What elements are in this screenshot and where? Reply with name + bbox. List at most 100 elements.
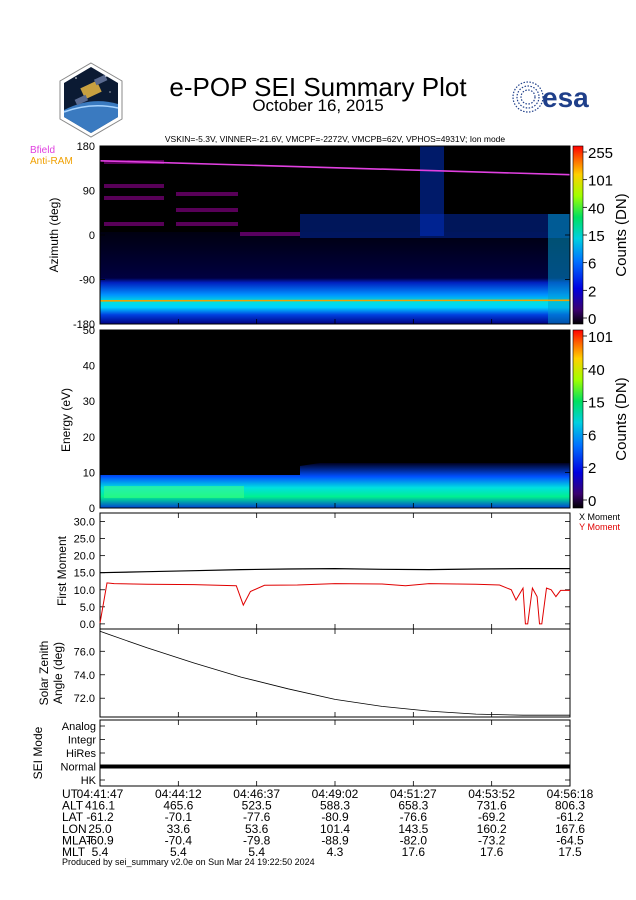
first-moment-y-tick-label: 30.0 [74,517,95,529]
x-moment-line [99,567,570,574]
table-cell: 658.3 [398,799,428,813]
first-moment-y-tick-label: 15.0 [74,568,95,580]
table-row-label: ALT [62,799,84,813]
table-cell: 33.6 [167,822,191,836]
ephemeris-table: UTALTLATLONMLATMLT04:41:47416.1-61.225.0… [62,787,594,859]
solar-zenith-y-ticks: 76.0 74.0 72.0 [74,646,570,705]
energy-colorbar-tick-label: 2 [588,460,596,477]
y-moment-line [99,582,570,625]
epop-mission-logo [58,62,124,138]
table-cell: 5.4 [170,845,187,859]
first-moment-y-tick-label: 25.0 [74,534,95,546]
azimuth-y-tick-label: 0 [89,230,95,242]
table-cell: 4.3 [327,845,344,859]
sei-mode-tick-label: Integr [68,735,96,747]
sei-mode-tick-label: Normal [61,762,96,774]
energy-y-tick-label: 10 [83,467,95,479]
solar-zenith-y-label-line2: Angle (deg) [51,642,65,704]
solar-zenith-y-tick-label: 76.0 [74,646,95,658]
table-row-label: MLAT [62,833,94,847]
bfield-line [99,160,571,176]
azimuth-heatmap-spike [420,146,444,236]
first-moment-y-tick-label: 10.0 [74,585,95,597]
azimuth-colorbar [572,145,584,325]
table-cell: 5.4 [92,845,109,859]
energy-colorbar-ticks: 101 40 15 6 2 0 [583,329,613,510]
table-cell: -64.5 [556,833,584,847]
first-moment-panel: 30.025.020.015.010.05.00.0 First Moment … [55,512,620,631]
table-cell: 143.5 [398,822,428,836]
table-cell: -60.9 [86,833,114,847]
sei-mode-tick-label: Analog [62,721,96,733]
legend-y-moment: Y Moment [579,522,620,532]
energy-y-label: Energy (eV) [59,388,73,452]
azimuth-colorbar-tick-label: 0 [588,311,596,328]
azimuth-colorbar-tick-label: 101 [588,173,613,190]
table-cell: -76.6 [400,810,428,824]
table-cell: 160.2 [477,822,507,836]
table-cell: -88.9 [321,833,349,847]
table-row-label: UT [62,787,79,801]
azimuth-y-tick-label: 90 [83,186,95,198]
azimuth-colorbar-tick-label: 6 [588,256,596,273]
table-cell: -73.2 [478,833,506,847]
energy-y-tick-label: 0 [89,503,95,515]
first-moment-y-tick-label: 20.0 [74,551,95,563]
table-cell: 523.5 [242,799,272,813]
table-row-label: LON [62,822,87,836]
table-cell: 04:44:12 [155,787,202,801]
table-cell: 101.4 [320,822,350,836]
table-row-label: MLT [62,845,86,859]
table-cell: -82.0 [400,833,428,847]
solar-zenith-panel: 76.0 74.0 72.0 Solar Zenith Angle (deg) [37,628,571,718]
table-cell: 17.6 [480,845,504,859]
azimuth-colorbar-tick-label: 40 [588,200,605,217]
first-moment-y-tick-label: 0.0 [80,619,95,631]
table-cell: 416.1 [85,799,115,813]
sei-mode-tick-label: HK [81,775,97,787]
table-cell: -80.9 [321,810,349,824]
legend-anti-ram: Anti-RAM [30,156,73,167]
energy-colorbar-tick-label: 40 [588,362,605,379]
x-axis-ticks [99,146,571,786]
azimuth-heatmap-end-patch [548,214,570,324]
azimuth-colorbar-ticks: 255 101 40 15 6 2 0 [583,145,613,328]
azimuth-y-tick-label: -180 [73,319,95,331]
first-moment-y-ticks: 30.0 25.0 20.0 15.0 10.0 5.0 0.0 [74,517,570,631]
azimuth-y-tick-label: 180 [77,141,95,153]
solar-zenith-y-tick-label: 72.0 [74,693,95,705]
table-cell: 806.3 [555,799,585,813]
page-title: e-POP SEI Summary Plot [169,72,467,102]
energy-colorbar-tick-label: 15 [588,395,605,412]
table-cell: 17.5 [558,845,582,859]
table-cell: 17.6 [402,845,426,859]
esa-logo: esa [512,80,612,114]
energy-heatmap-core [104,486,244,498]
table-cell: 5.4 [248,845,265,859]
azimuth-heatmap-band-early [100,232,240,324]
azimuth-colorbar-tick-label: 15 [588,228,605,245]
sei-mode-frame [99,719,571,787]
solar-zenith-y-label-line1: Solar Zenith [37,641,51,706]
energy-colorbar-tick-label: 6 [588,427,596,444]
energy-colorbar-label: Counts (DN) [613,377,630,460]
energy-colorbar [572,329,584,509]
page-subtitle: October 16, 2015 [252,96,384,115]
table-cell: 25.0 [88,822,112,836]
first-moment-y-label: First Moment [55,535,69,606]
table-cell: -79.8 [243,833,271,847]
table-cell: -61.2 [86,810,114,824]
legend-bfield: Bfield [30,145,55,156]
table-cell: 04:56:18 [547,787,594,801]
first-moment-y-tick-label: 5.0 [80,602,95,614]
footer-credit: Produced by sei_summary v2.0e on Sun Mar… [62,857,315,867]
table-cell: -70.4 [165,833,193,847]
table-row-label: LAT [62,810,84,824]
anti-ram-line [99,299,571,302]
energy-colorbar-tick-label: 101 [588,329,613,346]
solar-zenith-y-tick-label: 74.0 [74,670,95,682]
